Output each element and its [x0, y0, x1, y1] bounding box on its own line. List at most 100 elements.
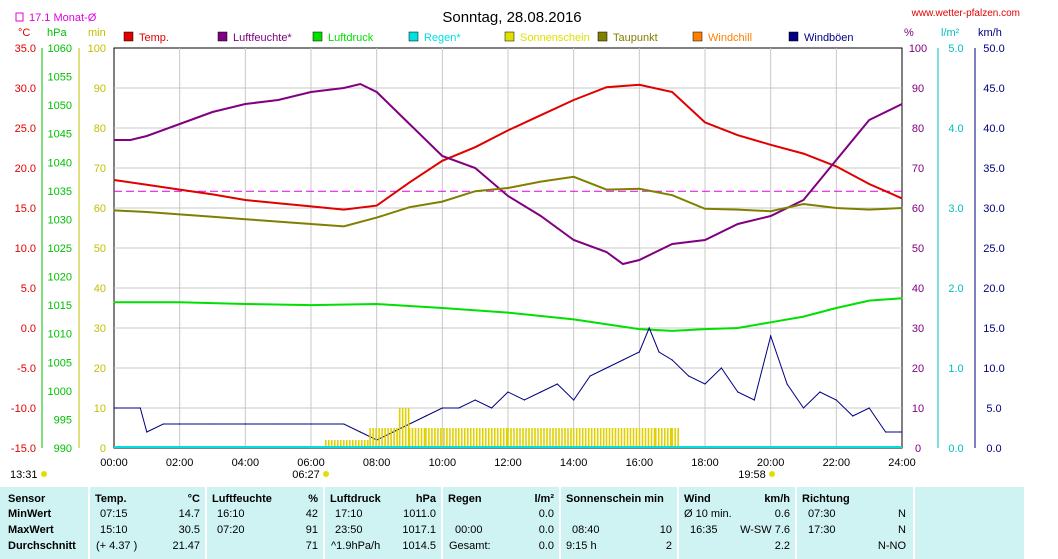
stats-dir-avg: N-NO	[877, 540, 906, 552]
stats-hum-unit: %	[308, 493, 318, 505]
stats-rain-avg: 0.0	[538, 540, 554, 552]
point-windb-en	[852, 415, 854, 417]
stats-sun-max: 10	[659, 524, 672, 536]
sun-icon	[769, 471, 775, 477]
stats-sun-max-time: 08:40	[572, 524, 600, 536]
temp-axis-tick-label: 0.0	[21, 323, 36, 335]
pressure-axis-tick-label: 1030	[48, 214, 72, 226]
stats-rain-max-time: 00:00	[455, 524, 483, 536]
stats-rain-min: 0.0	[538, 508, 554, 520]
humidity-axis-tick-label: 80	[912, 123, 924, 135]
sun-icon	[323, 471, 329, 477]
stats-row-avg: Durchschnitt	[8, 540, 76, 552]
point-windb-en	[622, 359, 624, 361]
stats-wind-avg: 2.2	[774, 540, 790, 552]
point-luftdruck	[441, 307, 443, 309]
stats-rain-avg-note: Gesamt:	[449, 540, 491, 552]
point-taupunkt	[868, 209, 870, 211]
point-luftdruck	[835, 307, 837, 309]
point-temp	[868, 183, 870, 185]
point-windb-en	[704, 383, 706, 385]
point-luftfeuchte	[671, 243, 673, 245]
point-luftfeuchte	[113, 139, 115, 141]
point-temp	[146, 184, 148, 186]
point-taupunkt	[573, 176, 575, 178]
sunrise-label: 13:31	[10, 469, 38, 481]
point-windb-en	[648, 327, 650, 329]
point-taupunkt	[474, 190, 476, 192]
point-luftfeuchte	[704, 239, 706, 241]
sunshine-axis-tick-label: 0	[100, 443, 106, 455]
x-tick-label: 02:00	[166, 457, 194, 469]
point-windb-en	[162, 423, 164, 425]
point-luftfeuchte	[310, 91, 312, 93]
point-luftfeuchte	[638, 259, 640, 261]
wind-axis-tick-label: 0.0	[986, 443, 1001, 455]
point-windb-en	[540, 391, 542, 393]
unit-percent: %	[904, 27, 914, 39]
point-luftdruck	[310, 304, 312, 306]
stats-hum-max: 91	[305, 524, 318, 536]
point-taupunkt	[737, 209, 739, 211]
point-temp	[474, 146, 476, 148]
sunshine-axis-tick-label: 40	[94, 283, 106, 295]
temp-axis-tick-label: 10.0	[15, 243, 36, 255]
humidity-axis-tick-label: 10	[912, 403, 924, 415]
point-taupunkt	[277, 221, 279, 223]
stats-dir-label: Richtung	[802, 493, 850, 505]
stats-temp-min-time: 07:15	[100, 508, 128, 520]
sunshine-axis-tick-label: 100	[88, 43, 106, 55]
legend-swatch	[692, 31, 703, 42]
point-windb-en	[359, 431, 361, 433]
point-luftfeuchte	[343, 87, 345, 89]
legend-label: Luftfeuchte*	[233, 32, 292, 44]
point-windb-en	[638, 351, 640, 353]
humidity-axis-tick-label: 90	[912, 83, 924, 95]
point-luftdruck	[901, 297, 903, 299]
stats-row-sensor: Sensor	[8, 493, 46, 505]
x-tick-label: 22:00	[823, 457, 851, 469]
stats-hum-min: 42	[305, 508, 318, 520]
point-luftfeuchte	[211, 111, 214, 113]
stats-pres-avg-note: ^1.9hPa/h	[331, 540, 381, 552]
point-taupunkt	[408, 206, 411, 208]
point-temp	[540, 114, 542, 116]
stats-wind-max-time: 16:35	[690, 524, 718, 536]
point-windb-en	[343, 423, 345, 425]
point-luftfeuchte	[737, 223, 739, 225]
wind-axis-tick-label: 10.0	[983, 363, 1004, 375]
humidity-axis-tick-label: 50	[912, 243, 924, 255]
point-luftfeuchte	[802, 199, 805, 201]
wind-axis-tick-label: 30.0	[983, 203, 1004, 215]
point-temp	[113, 179, 115, 181]
humidity-axis-tick-label: 20	[912, 363, 924, 375]
point-luftdruck	[244, 303, 246, 305]
point-luftfeuchte	[868, 119, 870, 121]
point-luftfeuchte	[622, 263, 624, 265]
pressure-axis-tick-label: 1005	[48, 357, 72, 369]
point-windb-en	[310, 423, 312, 425]
temp-axis-tick-label: -10.0	[11, 403, 36, 415]
sunshine-axis-tick-label: 10	[94, 403, 106, 415]
legend-swatch	[504, 31, 515, 42]
sunshine-axis-tick-label: 90	[94, 83, 106, 95]
pressure-axis-tick-label: 1000	[48, 386, 72, 398]
point-windb-en	[573, 399, 575, 401]
x-tick-label: 08:00	[363, 457, 391, 469]
wind-axis-tick-label: 25.0	[983, 243, 1004, 255]
stats-pres-min-time: 17:10	[335, 508, 363, 520]
stats-sun-avg-note: 9:15 h	[566, 540, 597, 552]
x-tick-label: 16:00	[626, 457, 654, 469]
point-windb-en	[770, 335, 772, 337]
legend-label: Regen*	[424, 32, 461, 44]
pressure-axis-tick-label: 1010	[48, 329, 72, 341]
point-temp	[802, 153, 805, 155]
point-luftfeuchte	[441, 155, 443, 157]
legend-label: Sonnenschein	[520, 32, 590, 44]
rain-axis-tick-label: 5.0	[948, 43, 963, 55]
point-temp	[704, 121, 706, 123]
sunshine-axis-tick-label: 60	[94, 203, 106, 215]
x-tick-label: 10:00	[429, 457, 457, 469]
point-taupunkt	[540, 181, 542, 183]
point-temp	[343, 209, 345, 211]
